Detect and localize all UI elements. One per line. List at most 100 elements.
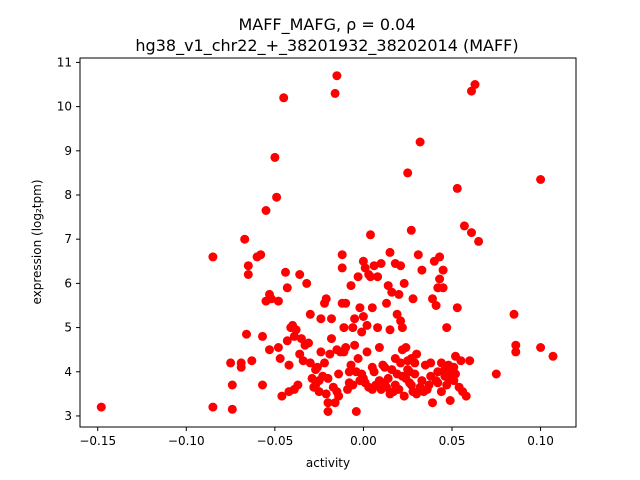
data-point [399,278,409,288]
data-point [428,294,437,304]
data-point [424,380,434,390]
data-point [412,389,422,399]
data-point [456,356,466,366]
data-point [491,369,501,379]
data-point [436,358,446,368]
data-point [346,281,356,291]
data-point [350,314,360,324]
data-point [511,340,521,350]
data-point [261,206,271,215]
data-point [266,294,276,304]
x-tick-label: 0.05 [439,434,466,448]
data-point [362,347,372,357]
data-point [394,384,404,394]
data-point [247,356,257,366]
data-point [316,314,326,324]
data-point [436,387,446,397]
data-point [452,303,462,313]
data-point [258,380,267,390]
data-points-layer [96,71,558,416]
data-point [380,362,390,372]
data-point [442,323,452,333]
data-point [273,343,283,352]
x-tick-label: −0.05 [256,434,293,448]
data-point [325,349,335,359]
y-tick-label: 3 [64,409,72,423]
data-point [227,404,237,414]
data-point [208,402,218,412]
data-point [383,373,393,383]
data-point [330,88,340,98]
data-point [291,325,301,335]
data-point [396,261,406,271]
data-point [461,391,471,401]
x-tick-label: −0.15 [79,434,116,448]
y-tick-label: 9 [64,144,72,158]
data-point [273,296,283,306]
data-point [511,347,521,357]
data-point [302,278,312,288]
chart-title-line1: MAFF_MAFG, ρ = 0.04 [238,15,415,35]
data-point [341,343,351,352]
data-point [293,380,303,390]
data-point [330,398,340,408]
data-point [208,252,218,262]
data-point [401,343,411,352]
data-point [452,183,462,193]
data-point [385,325,395,335]
data-point [351,407,361,416]
x-axis-label: activity [306,456,350,470]
data-point [304,338,313,348]
data-point [360,263,370,273]
data-point [353,272,363,282]
data-point [275,354,285,363]
data-point [243,261,253,271]
y-tick-label: 10 [57,100,72,114]
data-point [548,351,558,361]
data-point [373,323,383,333]
data-point [327,334,336,344]
data-point [279,93,289,103]
data-point [312,362,322,372]
data-point [417,265,427,275]
data-point [369,261,379,271]
data-point [509,309,519,319]
data-point [341,298,351,308]
data-point [337,250,347,260]
data-point [316,347,326,357]
data-point [327,314,336,324]
data-point [369,367,379,377]
y-tick-label: 6 [64,276,72,290]
data-point [376,259,386,268]
data-point [433,378,443,388]
data-point [410,369,420,379]
y-tick-label: 4 [64,365,72,379]
data-point [362,320,372,330]
data-point [242,329,251,339]
data-point [226,358,236,368]
data-point [373,272,383,282]
data-point [295,270,305,279]
data-point [298,356,308,366]
data-point [265,345,274,355]
data-point [334,369,344,379]
data-point [474,236,484,246]
y-axis-label: expression (log₂tpm) [30,179,44,304]
data-point [438,265,448,275]
data-point [281,267,290,277]
plot-frame [79,57,577,428]
data-point [296,334,306,344]
data-point [323,373,333,383]
data-point [396,358,406,368]
data-point [258,331,267,341]
data-point [355,303,365,313]
x-tick-label: 0.10 [527,434,554,448]
data-point [435,252,445,262]
data-point [348,380,358,390]
x-axis-ticks: −0.15 −0.10 −0.05 0.00 0.05 0.10 [79,427,554,448]
data-point [412,349,422,359]
data-point [353,354,363,363]
data-point [467,86,476,96]
data-point [406,225,416,235]
data-point [277,391,287,401]
